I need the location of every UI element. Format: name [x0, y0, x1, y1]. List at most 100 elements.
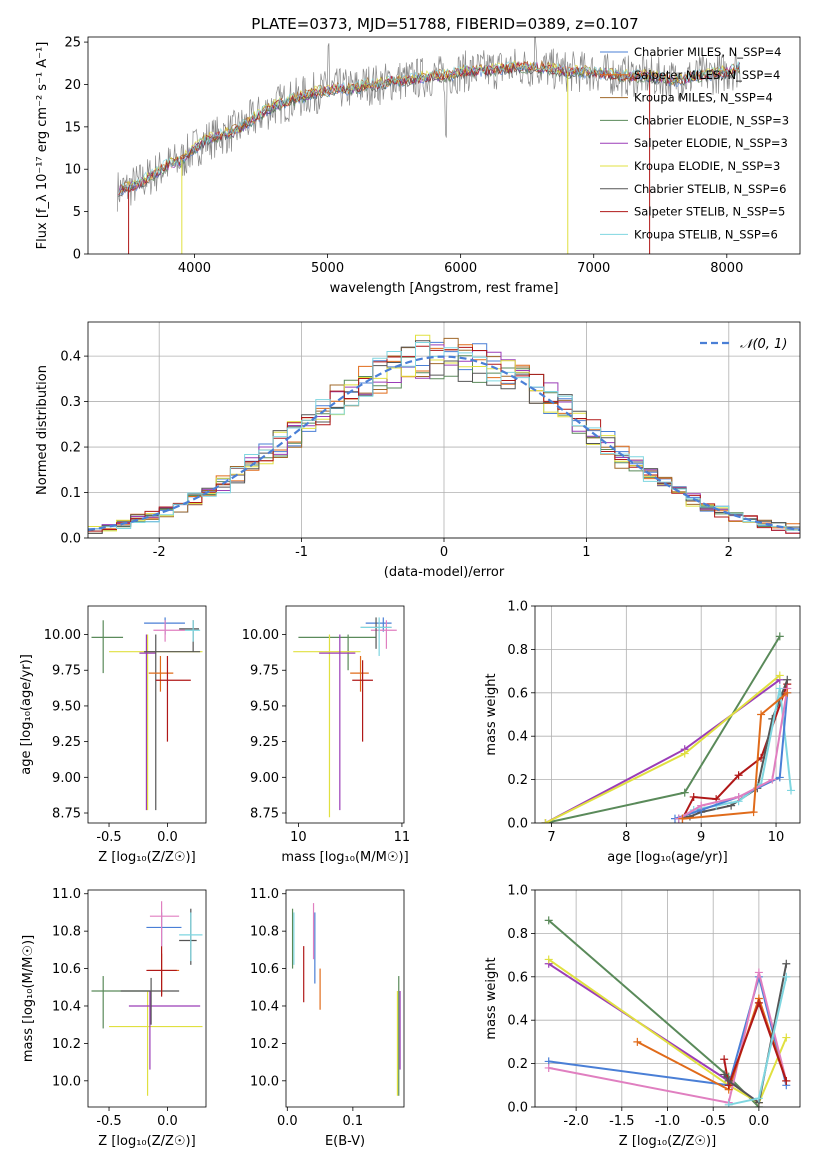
residuals-histogram-panel: -2 -1 0 1 2 0.0 0.1 0.2 0.3 0.4 (data-model)/error…: [35, 321, 801, 580]
axes-frame: [285, 605, 405, 824]
x-tick-label: 0.0: [277, 1114, 298, 1129]
x-tick-label: -1.5: [609, 1114, 634, 1129]
y-tick-label: 10.0: [250, 1074, 279, 1089]
x-axis-label: wavelength [Angstrom, rest frame]: [330, 281, 559, 296]
x-tick-label: 8000: [710, 261, 743, 276]
legend-label: Salpeter ELODIE, N_SSP=3: [634, 136, 788, 150]
x-axis-label: (data-model)/error: [384, 565, 505, 580]
plot-area: [293, 617, 397, 818]
x-axis-label: Z [log₁₀(Z/Z☉)]: [619, 1134, 716, 1149]
plus-marker: [782, 1076, 791, 1085]
plot-area: [291, 903, 401, 1096]
y-axis-label: mass weight: [484, 957, 499, 1039]
plus-marker: [724, 1076, 733, 1085]
y-tick-label: 8.75: [52, 807, 81, 822]
age-vs-mass-panel: 10 11 8.75 9.00 9.25 9.50 9.75 10.00 mass [log₁₀…: [242, 605, 411, 865]
x-tick-label: -2.0: [563, 1114, 588, 1129]
mass-weight-line: [682, 692, 788, 820]
y-tick-label: 10.00: [242, 628, 279, 643]
y-tick-label: 10.2: [52, 1037, 81, 1052]
y-tick-label: 9.50: [52, 699, 81, 714]
y-tick-label: 0.8: [507, 643, 528, 658]
legend-label: Salpeter STELIB, N_SSP=5: [634, 205, 785, 219]
legend-label: Kroupa STELIB, N_SSP=6: [634, 227, 778, 241]
y-tick-label: 10.2: [250, 1037, 279, 1052]
y-axis-label: age [log₁₀(age/yr)]: [19, 654, 34, 775]
mass-weight-line: [545, 674, 781, 823]
y-tick-label: 10.00: [44, 628, 81, 643]
plus-marker: [754, 968, 763, 977]
plus-marker: [768, 714, 777, 723]
x-tick-label: 10: [768, 830, 785, 845]
plus-marker: [724, 1100, 733, 1107]
plot-area: [91, 901, 203, 1096]
plus-marker: [633, 1037, 642, 1046]
x-tick-label: 0.0: [157, 830, 178, 845]
plus-marker: [775, 684, 784, 693]
x-tick-label: 11: [394, 830, 411, 845]
plus-marker: [782, 972, 791, 981]
y-tick-label: 10.0: [52, 1074, 81, 1089]
plus-marker: [783, 675, 792, 684]
plus-marker: [680, 788, 689, 797]
y-tick-label: 10.6: [250, 962, 279, 977]
plus-marker: [775, 773, 784, 782]
plus-marker: [720, 1055, 729, 1064]
x-tick-label: -0.5: [96, 1114, 121, 1129]
mass-weight-line: [681, 683, 789, 820]
axes-frame: [87, 889, 207, 1108]
y-tick-label: 9.50: [250, 699, 279, 714]
plus-marker: [544, 916, 553, 925]
x-tick-label: 7000: [577, 261, 610, 276]
y-tick-label: 9.75: [250, 664, 279, 679]
x-tick-label: 5000: [311, 261, 344, 276]
y-tick-label: 0.0: [507, 1101, 528, 1116]
y-tick-label: 9.00: [250, 771, 279, 786]
y-tick-label: 10.8: [52, 925, 81, 940]
y-tick-label: 9.00: [52, 771, 81, 786]
plus-marker: [678, 814, 687, 823]
y-tick-label: 11.0: [52, 887, 81, 902]
observed-spectrum-line: [116, 37, 741, 212]
plus-marker: [787, 786, 796, 795]
plot-area: [91, 617, 203, 811]
y-tick-label: 5: [73, 205, 81, 220]
plus-marker: [754, 1094, 763, 1103]
x-tick-label: 0: [440, 545, 448, 560]
y-tick-label: 0: [73, 248, 81, 263]
y-tick-label: 10.4: [250, 999, 279, 1014]
histogram-step: [88, 342, 800, 531]
y-tick-label: 1.0: [507, 600, 528, 615]
age-vs-metallicity-panel: -0.5 0.0 8.75 9.00 9.25 9.50 9.75 10.00 Z [log₁₀…: [19, 605, 207, 865]
y-axis-label: Normed distribution: [35, 365, 50, 495]
plot-area: [88, 334, 800, 534]
plus-marker: [754, 998, 763, 1007]
y-tick-label: 25: [64, 36, 81, 51]
y-tick-label: 0.2: [507, 773, 528, 788]
mass-weight-vs-age-panel: 7 8 9 10 0.0 0.2 0.4 0.6 0.8 1.0 age [log₁₀(age/yr…: [484, 600, 801, 865]
x-axis-label: age [log₁₀(age/yr)]: [607, 850, 728, 865]
y-tick-label: 9.75: [52, 664, 81, 679]
y-tick-label: 0.8: [507, 927, 528, 942]
x-tick-label: -0.5: [701, 1114, 726, 1129]
legend-label: Chabrier ELODIE, N_SSP=3: [634, 113, 789, 127]
mass-weight-line: [548, 972, 788, 1104]
plot-area: [544, 916, 791, 1107]
y-tick-label: 9.25: [250, 735, 279, 750]
plus-marker: [782, 959, 791, 968]
spectrum-panel: 4000 5000 6000 7000 8000 0 5 10 15 20 25 wavelength…: [35, 36, 801, 296]
plus-marker: [680, 749, 689, 758]
mass-weight-vs-metallicity-panel: -2.0 -1.5 -1.0 -0.5 0.0 0.0 0.2 0.4 0.6 0.8 1.0 Z […: [484, 884, 801, 1149]
y-tick-label: 8.75: [250, 807, 279, 822]
gaussian-curve: [88, 355, 800, 532]
x-tick-label: -1: [295, 545, 308, 560]
x-tick-label: 2: [725, 545, 733, 560]
y-tick-label: 11.0: [250, 887, 279, 902]
x-tick-label: 0.0: [749, 1114, 770, 1129]
x-tick-label: 1: [582, 545, 590, 560]
mass-vs-extinction-panel: 0.0 0.1 10.0 10.2 10.4 10.6 10.8 11.0 E(B-V): [250, 887, 405, 1149]
plus-marker: [757, 710, 766, 719]
x-tick-label: 10: [290, 830, 307, 845]
x-tick-label: 0.1: [343, 1114, 364, 1129]
